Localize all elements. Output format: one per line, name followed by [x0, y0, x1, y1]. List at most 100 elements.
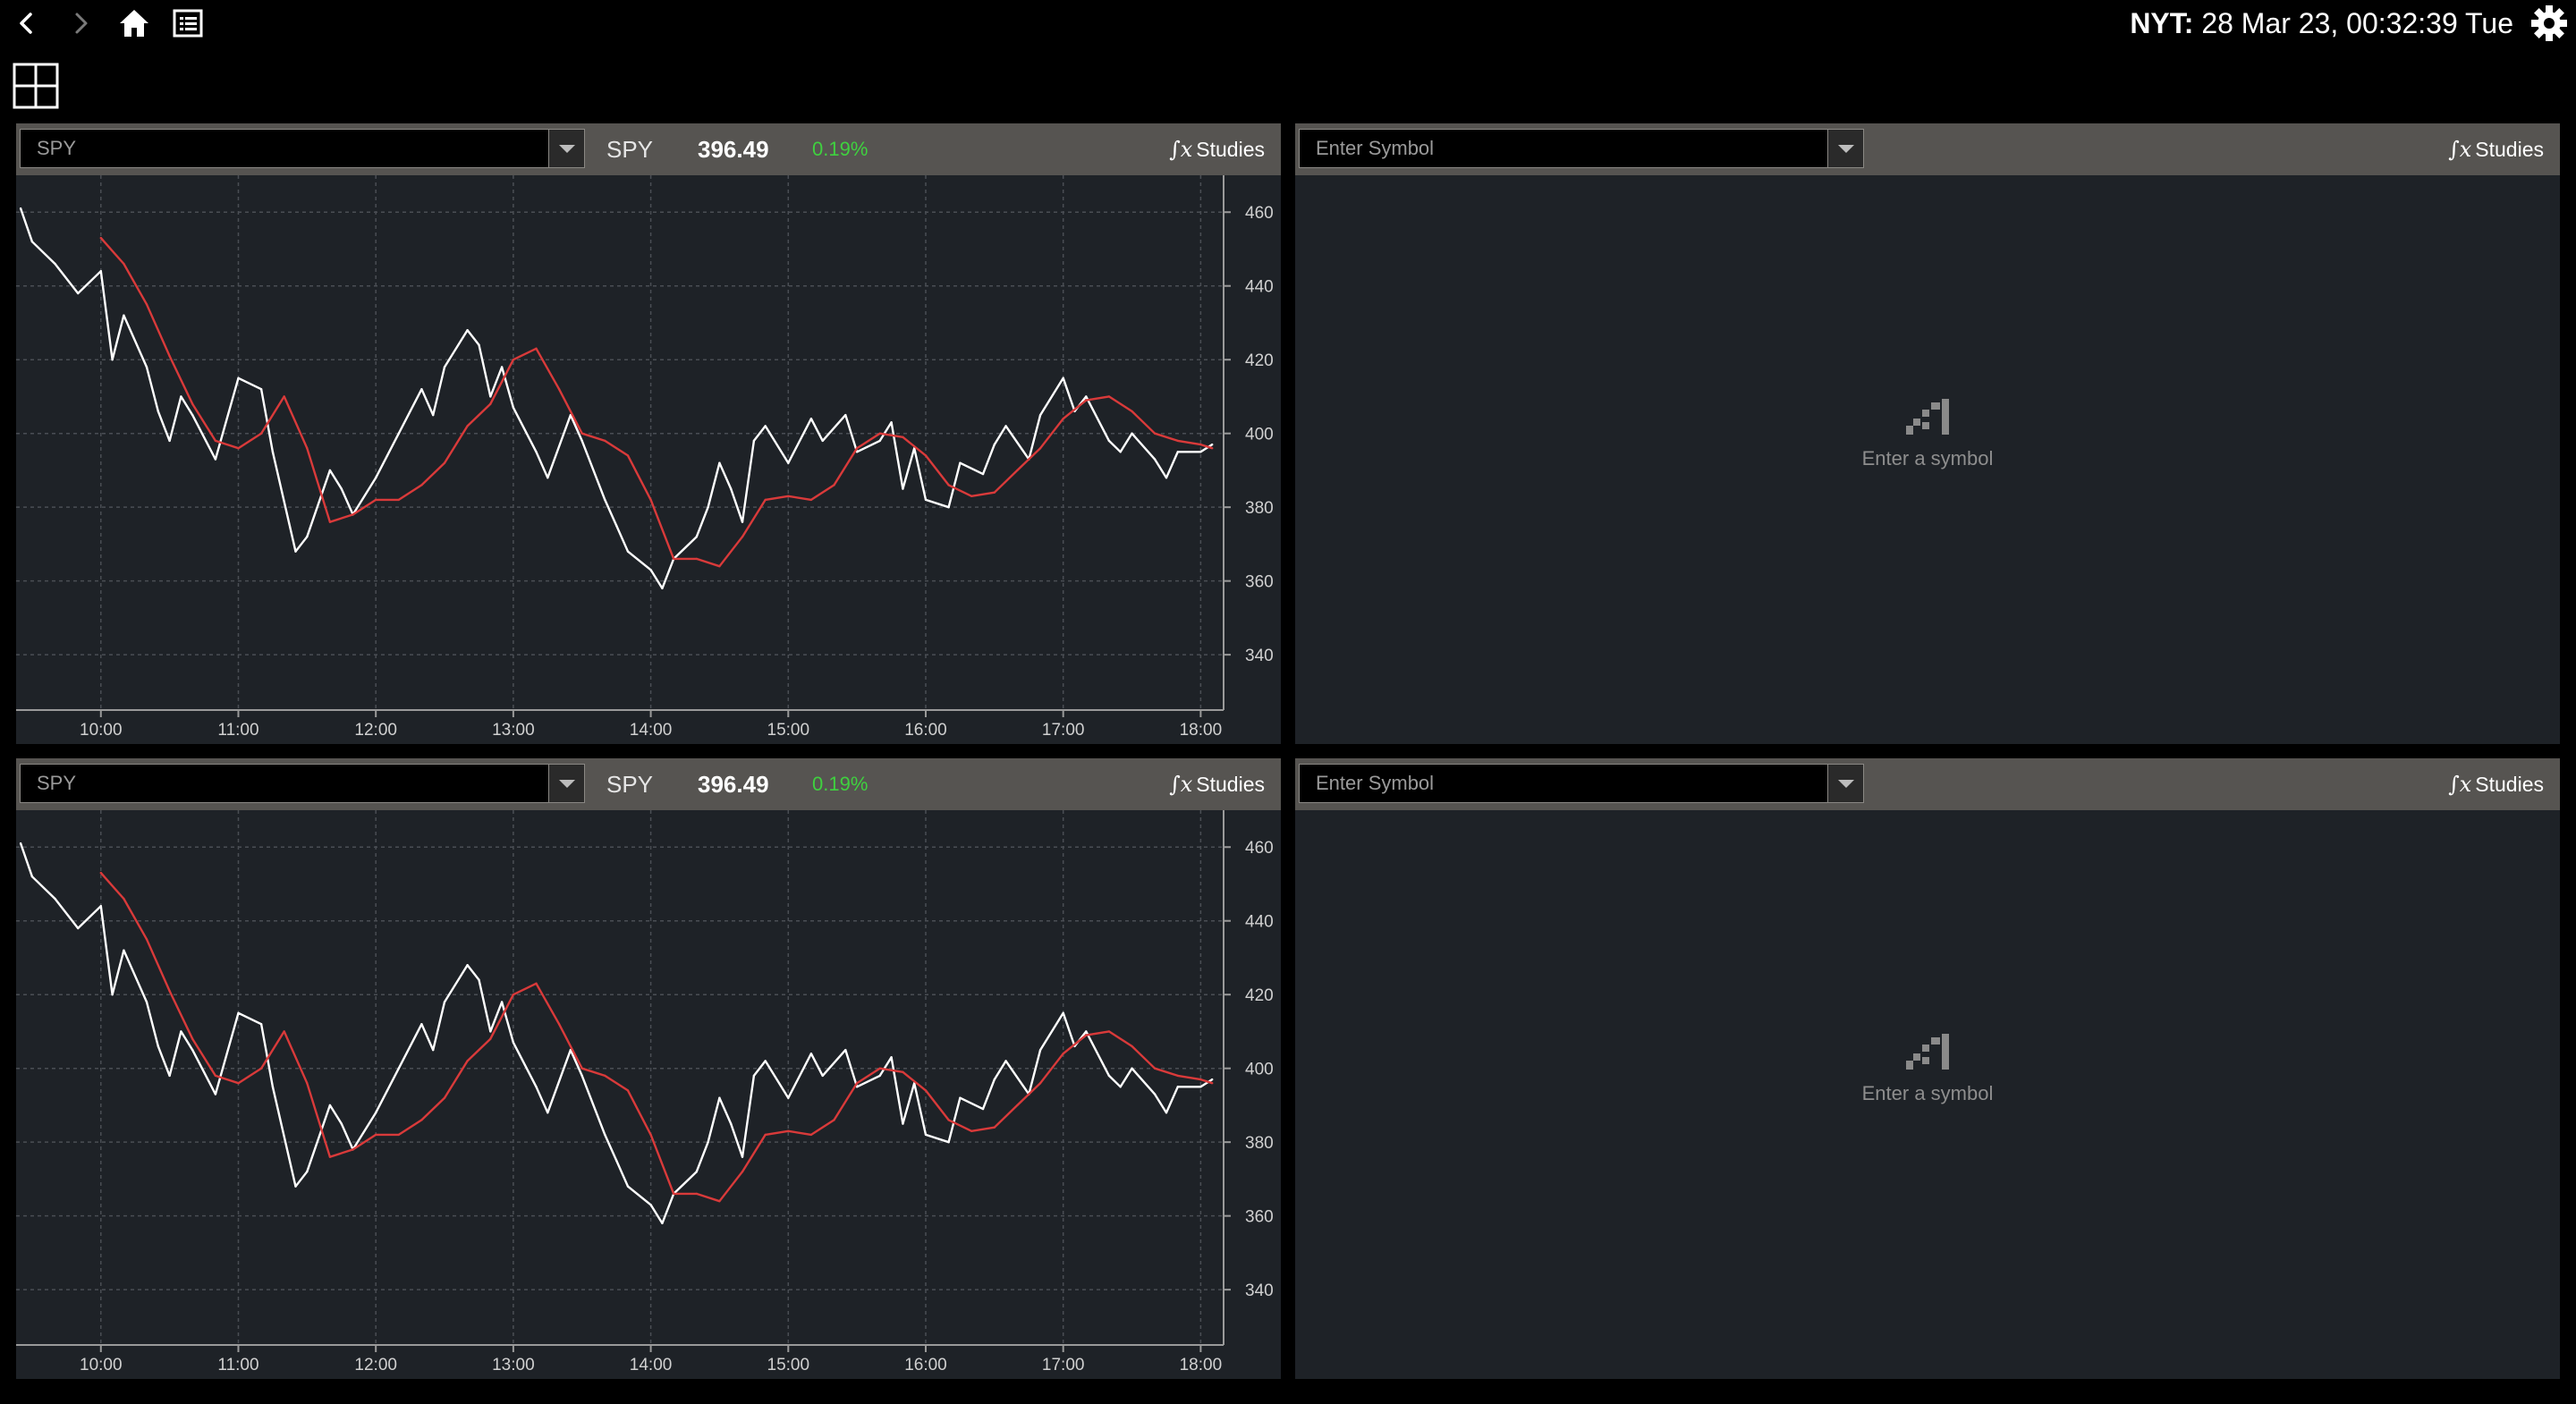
- moving-average-line-point: [123, 897, 125, 901]
- chart-bars-icon: [1906, 1034, 1949, 1070]
- price-chart[interactable]: 460 440 420 400 380 360 340 10:00 11:00 12:00 13:0…: [16, 175, 1281, 744]
- moving-average-line-point: [580, 432, 583, 435]
- moving-average-line-point: [970, 495, 973, 497]
- y-tick-label: 420: [1245, 986, 1274, 1005]
- price-line-point: [604, 498, 606, 502]
- chevron-down-icon[interactable]: [1827, 130, 1863, 167]
- moving-average-line-point: [168, 354, 171, 358]
- symbol-select[interactable]: Enter Symbol: [1299, 129, 1864, 168]
- price-line-point: [1176, 1086, 1180, 1088]
- price-line-point: [99, 270, 103, 273]
- settings-button[interactable]: [2529, 4, 2569, 43]
- symbol-select[interactable]: SPY: [20, 764, 585, 803]
- studies-button[interactable]: ∫x Studies: [2448, 123, 2544, 175]
- studies-button[interactable]: ∫x Studies: [2448, 758, 2544, 810]
- price-line-point: [844, 413, 847, 417]
- moving-average-line-point: [1211, 1082, 1214, 1085]
- clock: NYT: 28 Mar 23, 00:32:39 Tue: [2130, 5, 2513, 41]
- moving-average-line-point: [787, 495, 790, 497]
- price-line-point: [981, 472, 985, 476]
- moving-average-line-point: [604, 439, 606, 443]
- moving-average-line-point: [145, 303, 148, 306]
- function-icon: ∫x: [2448, 137, 2472, 162]
- moving-average-line-point: [924, 454, 928, 457]
- x-tick-label: 12:00: [354, 721, 397, 740]
- price-line-point: [375, 1112, 377, 1114]
- moving-average-line-point: [833, 1119, 835, 1121]
- price-line-point: [1085, 395, 1088, 398]
- chevron-down-icon[interactable]: [548, 130, 584, 167]
- price-line-point: [787, 1096, 790, 1099]
- price-line-point: [626, 550, 630, 553]
- quote-symbol: SPY: [606, 771, 654, 798]
- price-line-point: [489, 1030, 492, 1033]
- panel-header: Enter Symbol ∫x Studies: [1295, 123, 2560, 175]
- price-line-point: [1085, 1030, 1088, 1033]
- price-line-point: [787, 461, 790, 464]
- quote-symbol: SPY: [606, 136, 654, 163]
- moving-average-line: [99, 872, 1213, 1203]
- x-tick-label: 10:00: [80, 1356, 123, 1374]
- moving-average-line-point: [1211, 447, 1214, 450]
- list-button[interactable]: [170, 5, 206, 41]
- empty-chart-message: Enter a symbol: [1861, 447, 1994, 469]
- x-tick-label: 15:00: [767, 1356, 810, 1374]
- moving-average-line-point: [283, 395, 285, 398]
- x-tick-label: 15:00: [767, 721, 810, 740]
- moving-average-line-point: [1062, 418, 1064, 420]
- price-line-point: [959, 1096, 962, 1099]
- price-line-point: [30, 875, 34, 878]
- price-line-point: [77, 926, 80, 930]
- price-line-point: [1131, 432, 1133, 435]
- price-line-point: [180, 1030, 182, 1033]
- price-line-point: [478, 343, 480, 346]
- moving-average-line-point: [947, 1119, 950, 1121]
- symbol-select[interactable]: Enter Symbol: [1299, 764, 1864, 803]
- moving-average-line-point: [993, 491, 996, 494]
- empty-chart-area: Enter a symbol: [1295, 175, 2560, 744]
- symbol-select-placeholder: Enter Symbol: [1316, 772, 1435, 794]
- price-line-point: [432, 413, 435, 417]
- forward-button[interactable]: [63, 5, 98, 41]
- home-button[interactable]: [116, 5, 152, 41]
- moving-average-line-point: [1085, 399, 1088, 402]
- moving-average-line-point: [375, 1133, 377, 1137]
- studies-button[interactable]: ∫x Studies: [1169, 758, 1265, 810]
- chevron-down-icon[interactable]: [1827, 765, 1863, 802]
- moving-average-line-point: [1176, 1074, 1180, 1078]
- price-line-point: [111, 359, 114, 361]
- y-tick-label: 340: [1245, 1281, 1274, 1300]
- price-line-point: [259, 388, 263, 391]
- price-line-point: [500, 1001, 504, 1003]
- moving-average-line-point: [443, 461, 446, 464]
- x-tick-label: 17:00: [1042, 721, 1085, 740]
- moving-average-line-point: [1153, 1067, 1157, 1070]
- moving-average-line-point: [649, 1133, 652, 1137]
- price-line-point: [947, 1141, 950, 1144]
- price-line-point: [855, 451, 859, 453]
- price-chart[interactable]: 460 440 420 400 380 360 340 10:00 11:00 12:00 13:0…: [16, 810, 1281, 1379]
- x-tick-label: 11:00: [217, 721, 258, 740]
- price-line-point: [294, 550, 297, 553]
- quote-price: 396.49: [698, 771, 769, 798]
- price-line-point: [1176, 451, 1180, 453]
- price-line-point: [1119, 451, 1122, 453]
- studies-button[interactable]: ∫x Studies: [1169, 123, 1265, 175]
- moving-average-line-point: [352, 1148, 354, 1151]
- moving-average-line-point: [1016, 1104, 1019, 1107]
- layout-grid-button[interactable]: [13, 63, 59, 109]
- symbol-select-value: SPY: [37, 137, 77, 159]
- price-line-point: [580, 439, 583, 443]
- y-tick-label: 460: [1245, 839, 1274, 858]
- x-tick-label: 18:00: [1180, 721, 1223, 740]
- moving-average-line-point: [626, 1089, 630, 1092]
- price-line-point: [328, 1104, 332, 1107]
- moving-average-line-point: [443, 1096, 446, 1099]
- back-button[interactable]: [9, 5, 45, 41]
- moving-average-line-point: [489, 402, 492, 405]
- price-line-point: [1199, 1086, 1202, 1088]
- symbol-select[interactable]: SPY: [20, 129, 585, 168]
- moving-average-line-point: [902, 436, 904, 438]
- moving-average-line-point: [947, 484, 950, 486]
- chevron-down-icon[interactable]: [548, 765, 584, 802]
